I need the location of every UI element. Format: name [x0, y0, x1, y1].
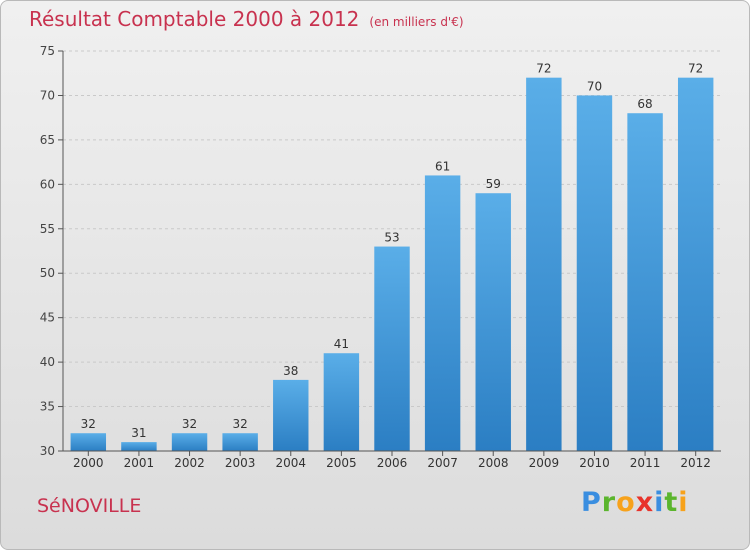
- bar-value-label: 72: [688, 62, 703, 76]
- y-tick-label: 55: [40, 222, 55, 236]
- bar-value-label: 32: [233, 417, 248, 431]
- logo-letter: r: [601, 487, 617, 518]
- proxiti-logo[interactable]: Proxiti: [581, 487, 689, 518]
- x-tick-label: 2000: [73, 456, 104, 470]
- x-tick-label: 2006: [377, 456, 408, 470]
- x-tick-label: 2002: [174, 456, 205, 470]
- bar-value-label: 70: [587, 79, 602, 93]
- logo-letter: i: [654, 487, 665, 518]
- bar-value-label: 32: [81, 417, 96, 431]
- x-tick-label: 2008: [478, 456, 509, 470]
- bar-value-label: 53: [384, 231, 399, 245]
- x-tick-label: 2011: [630, 456, 661, 470]
- logo-letter: x: [635, 487, 655, 518]
- bar-value-label: 72: [536, 62, 551, 76]
- bar: [323, 353, 360, 451]
- y-tick-label: 75: [40, 44, 55, 58]
- x-tick-label: 2001: [124, 456, 155, 470]
- bar-value-label: 59: [486, 177, 501, 191]
- bar-value-label: 61: [435, 159, 450, 173]
- bars: 32 31 32 32 38 41 53 61 59 72 70 68 72: [70, 62, 714, 452]
- title-row: Résultat Comptable 2000 à 2012 (en millie…: [29, 7, 464, 31]
- y-tick-label: 65: [40, 133, 55, 147]
- x-tick-label: 2010: [579, 456, 610, 470]
- logo-letter: t: [664, 487, 679, 518]
- chart-title: Résultat Comptable 2000 à 2012: [29, 7, 360, 31]
- logo-letter: P: [581, 487, 602, 518]
- bar-value-label: 38: [283, 364, 298, 378]
- bar: [374, 246, 410, 451]
- bar: [70, 433, 107, 451]
- x-tick-label: 2003: [225, 456, 256, 470]
- y-tick-label: 35: [40, 400, 55, 414]
- bar-value-label: 68: [637, 97, 652, 111]
- chart-unit: (en milliers d'€): [369, 15, 464, 29]
- y-tick-label: 45: [40, 311, 55, 325]
- bar: [677, 77, 714, 452]
- x-tick-label: 2007: [427, 456, 458, 470]
- axes: 30 35 40 45 50 55 60 65 70 75 2000 2001 2002 2003 2004…: [40, 44, 721, 470]
- bar: [576, 95, 613, 451]
- y-tick-label: 40: [40, 355, 55, 369]
- x-tick-label: 2005: [326, 456, 357, 470]
- bar: [627, 113, 663, 451]
- x-tick-label: 2004: [275, 456, 306, 470]
- bar: [526, 77, 562, 452]
- y-tick-label: 50: [40, 266, 55, 280]
- bar: [171, 433, 208, 451]
- bar: [424, 175, 461, 451]
- logo-letter: o: [616, 487, 636, 518]
- y-tick-label: 30: [40, 444, 55, 458]
- logo-letter: i: [678, 487, 689, 518]
- bar: [475, 193, 511, 451]
- bar: [121, 442, 157, 451]
- y-tick-label: 70: [40, 88, 55, 102]
- x-tick-label: 2012: [680, 456, 711, 470]
- x-tick-label: 2009: [529, 456, 560, 470]
- bar: [222, 433, 258, 451]
- commune-name: SéNOVILLE: [37, 495, 142, 517]
- bar: [273, 379, 309, 451]
- bar-value-label: 41: [334, 337, 349, 351]
- bar-value-label: 32: [182, 417, 197, 431]
- bar-value-label: 31: [131, 426, 146, 440]
- y-tick-label: 60: [40, 177, 55, 191]
